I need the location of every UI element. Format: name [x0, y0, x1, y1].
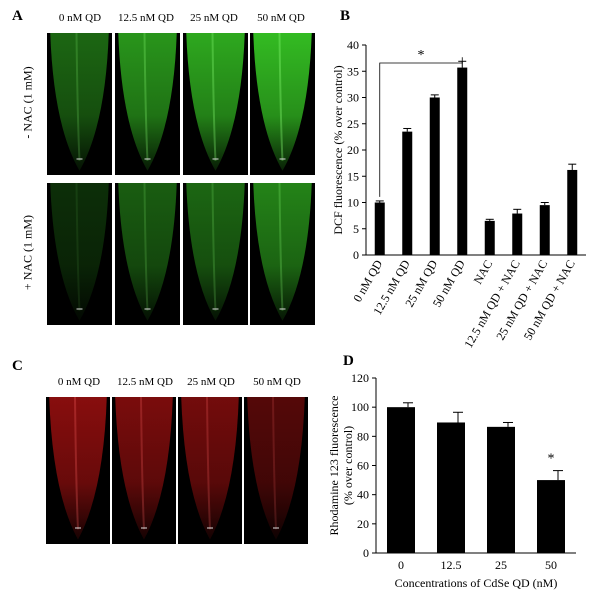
panel-d-ylabel-line-2: (% over control) [341, 426, 355, 505]
panel-a-micrograph-r0-c1-root-streak [143, 33, 149, 161]
panel-c-micrograph-c1-root-streak [140, 397, 145, 530]
panel-c-micrograph-c1-root-shape [115, 397, 173, 540]
panel-b-ylabel: DCF fluorescence (% over control) [331, 65, 345, 234]
panel-b-ytick-label: 30 [347, 91, 359, 105]
panel-b-ytick-label: 35 [347, 64, 359, 78]
panel-b-ytick-label: 0 [353, 248, 359, 262]
panel-d-bar-0 [387, 407, 415, 553]
panel-d-significance-star: * [548, 452, 555, 467]
panel-b-ytick-label: 20 [347, 143, 359, 157]
panel-c-micrograph-c3-root-streak [272, 397, 277, 530]
panel-d-bar-3 [537, 480, 565, 553]
panel-a-micrograph-r1-c3 [250, 183, 315, 325]
panel-d-chart: 0 20 40 60 80 100 120 Rhodamine 123 fluorescenc… [330, 371, 576, 590]
panel-c-micrograph-c1 [112, 397, 176, 544]
panel-c-col-3: 50 nM QD [253, 376, 301, 388]
panel-d-ytick-label: 60 [357, 459, 369, 473]
panel-a-micrograph-r1-c0 [47, 183, 112, 325]
panel-a-col-3: 50 nM QD [257, 12, 305, 24]
panel-d-ylabel: Rhodamine 123 fluorescence [330, 396, 341, 536]
panel-c-micrograph-c0-root-shape [49, 397, 107, 540]
panel-a-micrograph-r0-c0-root-streak [75, 33, 81, 161]
panel-b-significance-bracket [379, 57, 463, 197]
panel-d-bar-2 [487, 426, 515, 553]
panel-c-col-1: 12.5 nM QD [117, 376, 173, 388]
panel-b-xtick-label-4: NAC [471, 258, 496, 287]
panel-label-d: D [343, 353, 354, 369]
panel-d-xlabel: Concentrations of CdSe QD (nM) [395, 576, 558, 590]
panel-d-ytick-label: 80 [357, 429, 369, 443]
panel-a-micrograph-r1-c1-root-shape [118, 183, 177, 321]
panel-c-micrograph-c2-root-streak [206, 397, 211, 530]
panel-a-micrograph-r0-c2 [183, 33, 248, 175]
panel-a-micrograph-r1-c2 [183, 183, 248, 325]
panel-b-bar-4 [484, 220, 495, 255]
panel-c-col-2: 25 nM QD [187, 376, 235, 388]
panel-c-micrograph-c3 [244, 397, 308, 544]
panel-a-micrograph-r1-c0-root-shape [50, 183, 109, 321]
panel-a-micrograph-r1-c1 [115, 183, 180, 325]
panel-a-micrograph-r0-c3 [250, 33, 315, 175]
panel-a-micrograph-r1-c3-root-streak [278, 183, 284, 311]
panel-d-ylabel-line-1: Rhodamine 123 fluorescence [330, 396, 341, 536]
panel-d-ytick-label: 0 [363, 546, 369, 560]
panel-a-micrograph-r1-c1-root-streak [143, 183, 149, 311]
panel-label-a: A [12, 8, 23, 24]
panel-d-xtick-label-0: 0 [398, 558, 404, 572]
panel-a-micrograph-r0-c2-root-streak [211, 33, 217, 161]
panel-a-micrograph-r0-c0 [47, 33, 112, 175]
panel-a-col-1: 12.5 nM QD [118, 12, 174, 24]
panel-c-col-0: 0 nM QD [57, 376, 101, 388]
panel-d-ytick-label: 20 [357, 517, 369, 531]
panel-b-bar-2 [429, 97, 440, 255]
panel-c-micrograph-c0-root-streak [74, 397, 79, 530]
panel-d-xtick-label-2: 25 [495, 558, 507, 572]
panel-a-micrograph-r0-c1 [115, 33, 180, 175]
panel-d-bar-1 [437, 422, 465, 553]
panel-a-micrograph-r1-c3-root-shape [253, 183, 312, 321]
panel-a-col-2: 25 nM QD [190, 12, 238, 24]
panel-b-ytick-label: 5 [353, 222, 359, 236]
panel-c-micrograph-c3-root-shape [247, 397, 305, 540]
panel-d-ytick-label: 120 [351, 371, 369, 385]
panel-b-bar-0 [374, 202, 385, 255]
panel-label-b: B [340, 8, 351, 24]
panel-d-xtick-label-3: 50 [545, 558, 557, 572]
panel-b-ytick-label: 25 [347, 117, 359, 131]
panel-b-significance-star: * [418, 48, 425, 63]
panel-c-micrograph-c2 [178, 397, 242, 544]
panel-a-row-1: + NAC (1 mM) [20, 214, 35, 291]
panel-b-bar-3 [457, 67, 468, 255]
panel-a-micrograph-r1-c2-root-shape [186, 183, 245, 321]
panel-a-micrograph-r1-c2-root-streak [211, 183, 217, 311]
panel-b-bar-1 [402, 131, 413, 255]
panel-b-ytick-label: 10 [347, 196, 359, 210]
panel-b-ytick-label: 40 [347, 38, 359, 52]
panel-d-ytick-label: 40 [357, 488, 369, 502]
panel-b-ytick-label: 15 [347, 169, 359, 183]
panel-a-micrograph-r1-c0-root-streak [75, 183, 81, 311]
panel-a-micrograph-r0-c1-root-shape [118, 33, 177, 171]
panel-a-micrograph-r0-c3-root-streak [278, 33, 284, 161]
panel-c-micrograph-c2-root-shape [181, 397, 239, 540]
panel-d-xtick-label-1: 12.5 [441, 558, 462, 572]
panel-a-micrograph-r0-c0-root-shape [50, 33, 109, 171]
panel-a-micrograph-r0-c3-root-shape [253, 33, 312, 171]
panel-c-micrograph-c0 [46, 397, 110, 544]
panel-b-bar-5 [512, 213, 523, 255]
panel-d-ytick-label: 100 [351, 400, 369, 414]
panel-a-col-0: 0 nM QD [58, 12, 102, 24]
panel-a-row-0: - NAC (1 mM) [20, 66, 35, 139]
panel-a-micrograph-r0-c2-root-shape [186, 33, 245, 171]
panel-b-bar-6 [539, 205, 550, 255]
panel-b-bar-7 [567, 169, 578, 255]
panel-label-c: C [12, 358, 23, 374]
